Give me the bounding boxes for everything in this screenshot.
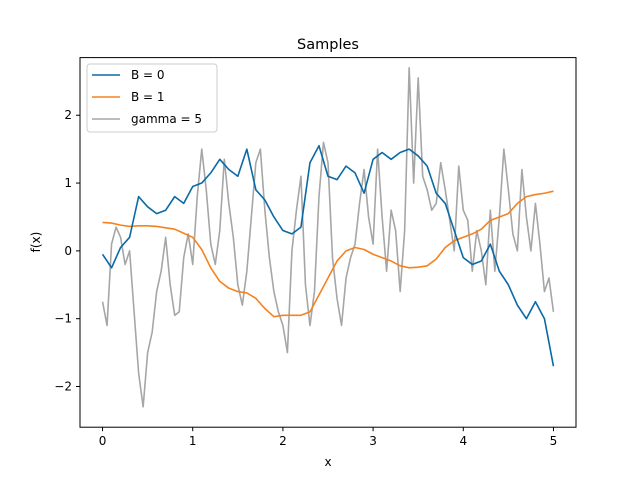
- series-line-1: [102, 190, 554, 318]
- y-tick-label: 0: [64, 244, 72, 258]
- legend-label: B = 0: [131, 68, 165, 82]
- y-tick-label: −2: [54, 380, 72, 394]
- legend-box: [86, 63, 218, 133]
- y-axis-label: f(x): [29, 232, 43, 253]
- x-tick-label: 3: [369, 434, 377, 448]
- chart-title: Samples: [297, 37, 359, 53]
- series-layer: [101, 66, 555, 408]
- y-tick-label: −1: [54, 312, 72, 326]
- x-tick-label: 4: [459, 434, 467, 448]
- axes-frame: [79, 57, 577, 428]
- x-tick-label: 2: [279, 434, 287, 448]
- legend-label: gamma = 5: [131, 112, 202, 126]
- series-line-2: [101, 66, 555, 408]
- legend-items: B = 0 B = 1 gamma = 5: [92, 68, 202, 126]
- x-tick-label: 5: [550, 434, 558, 448]
- y-tick-label: 1: [64, 176, 72, 190]
- x-tick-label: 1: [189, 434, 197, 448]
- legend-label: B = 1: [131, 90, 165, 104]
- y-tick-label: 2: [64, 108, 72, 122]
- x-axis-ticks: 0 1 2 3 4 5: [99, 427, 558, 448]
- series-line-0: [101, 144, 555, 367]
- y-axis-ticks: −2 −1 0 1 2: [54, 108, 80, 394]
- legend: B = 0 B = 1 gamma = 5: [86, 63, 218, 133]
- x-axis-label: x: [324, 455, 331, 469]
- x-tick-label: 0: [99, 434, 107, 448]
